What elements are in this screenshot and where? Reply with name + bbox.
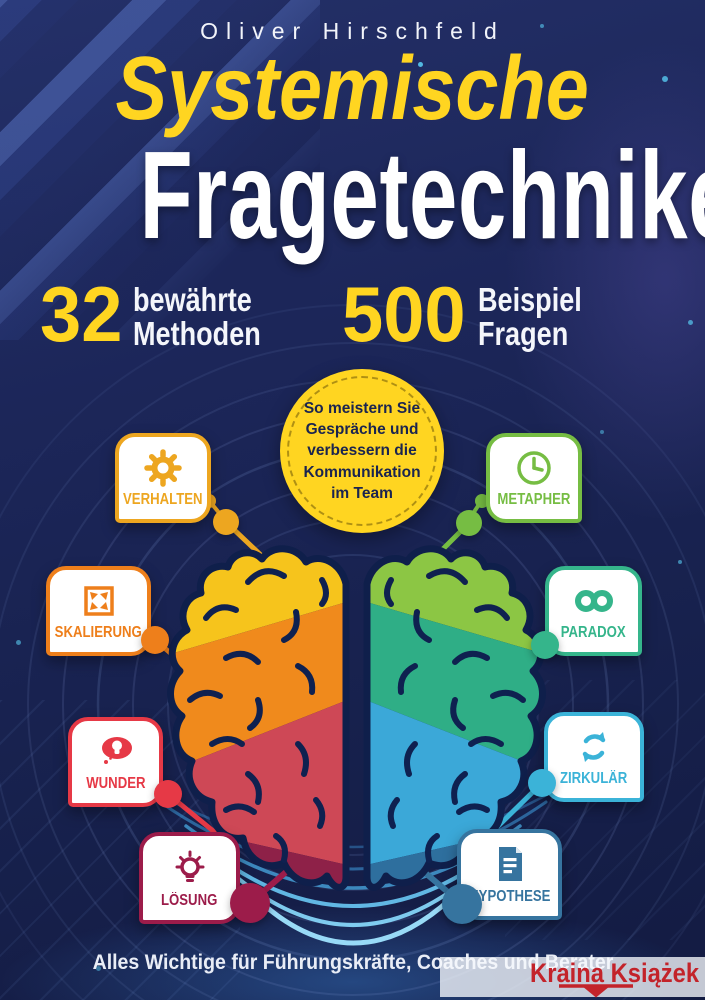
connector-node	[456, 510, 482, 536]
callout-skalierung: SKALIERUNG	[46, 566, 151, 656]
stat-number: 32	[40, 270, 123, 358]
bulb-bubble-icon	[94, 732, 138, 772]
glow-dot	[662, 76, 668, 82]
connector-node	[230, 883, 270, 923]
open-book-icon	[558, 984, 634, 998]
stat-methods: 32 bewährte Methoden	[40, 270, 289, 358]
glow-dot	[540, 24, 544, 28]
bookstore-watermark: Kraina Książek	[440, 957, 705, 998]
stat-number: 500	[342, 270, 466, 358]
cycle-icon	[574, 727, 614, 767]
glow-dot	[678, 560, 682, 564]
callout-hypothese: HYPOTHESE	[457, 829, 562, 920]
connector-node	[531, 631, 559, 659]
connector-node	[213, 509, 239, 535]
connector-node	[442, 884, 482, 924]
callout-label: LÖSUNG	[161, 891, 218, 909]
diagonal-stripes-decoration	[0, 0, 320, 340]
stat-label: bewährte Methoden	[132, 281, 261, 353]
infinity-icon	[572, 581, 616, 621]
callout-paradox: PARADOX	[545, 566, 642, 656]
callout-verhalten: VERHALTEN	[115, 433, 211, 523]
brain-folds-right	[384, 568, 526, 863]
title-script: Systemische	[115, 39, 590, 139]
callout-wunder: WUNDER	[68, 717, 163, 807]
expand-icon	[79, 581, 119, 621]
glow-dot	[418, 62, 423, 67]
idea-bulb-icon	[168, 847, 212, 889]
document-icon	[490, 843, 530, 885]
stat-label: Beispiel Fragen	[478, 281, 582, 353]
glow-dot	[600, 430, 604, 434]
callout-label: SKALIERUNG	[54, 623, 143, 641]
glow-dot	[16, 640, 21, 645]
author-name: Oliver Hirschfeld	[200, 18, 505, 44]
promo-badge-text: So meistern Sie Gespräche und verbessern…	[303, 399, 421, 503]
page-title: Fragetechniken	[139, 127, 705, 265]
promo-badge: So meistern Sie Gespräche und verbessern…	[280, 369, 444, 533]
connector-node	[528, 769, 556, 797]
callout-label: WUNDER	[85, 774, 146, 792]
clock-icon	[514, 448, 554, 488]
callout-label: ZIRKULÄR	[560, 769, 628, 787]
callout-label: PARADOX	[561, 623, 626, 641]
callout-loesung: LÖSUNG	[139, 832, 240, 924]
brain-right-outline	[363, 545, 546, 891]
connector-node	[141, 626, 169, 654]
stat-questions: 500 Beispiel Fragen	[342, 270, 605, 358]
callout-label: VERHALTEN	[123, 490, 203, 508]
watermark-text: Kraina Książek	[529, 958, 699, 988]
callout-metapher: METAPHER	[486, 433, 582, 523]
connector-node	[154, 780, 182, 808]
callout-zirkulaer: ZIRKULÄR	[544, 712, 644, 802]
glow-dot	[688, 320, 693, 325]
brain-left-outline	[167, 545, 350, 891]
glow-dot	[96, 966, 101, 971]
callout-label: METAPHER	[497, 490, 571, 508]
brain-folds-left	[187, 568, 329, 863]
callout-label: HYPOTHESE	[468, 888, 551, 905]
gear-icon	[143, 448, 183, 488]
